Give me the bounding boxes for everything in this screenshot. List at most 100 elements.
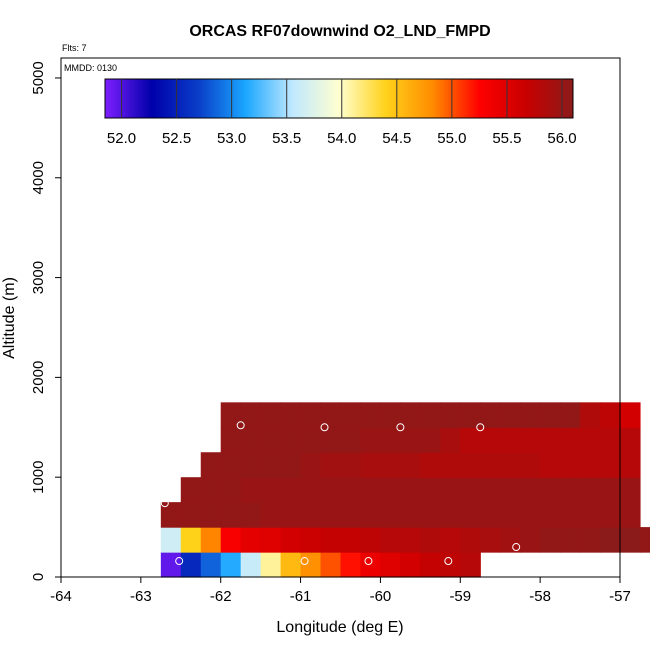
x-tick-label: -60	[370, 588, 392, 605]
heatmap-cell	[480, 402, 501, 428]
chart-title: ORCAS RF07downwind O2_LND_FMPD	[189, 23, 490, 40]
heatmap-cell	[420, 402, 441, 428]
heatmap-cell	[340, 527, 362, 553]
heatmap-cell	[480, 527, 501, 553]
heatmap-cell	[240, 402, 262, 428]
heatmap-cell	[620, 502, 641, 528]
heatmap-cell	[460, 427, 481, 453]
heatmap-cell	[420, 502, 441, 528]
heatmap-cell	[320, 527, 342, 553]
heatmap-cell	[320, 427, 342, 453]
heatmap-cell	[620, 452, 641, 478]
colorbar-ticks: 52.0 52.5 53.0 53.5 54.0 54.5 55.0 55.5 56.0	[107, 79, 577, 147]
heatmap-cell	[240, 427, 262, 453]
heatmap-cell	[200, 502, 222, 528]
x-tick-label: -64	[50, 588, 72, 605]
colorbar: 52.0 52.5 53.0 53.5 54.0 54.5 55.0 55.5 56.0	[104, 78, 577, 147]
heatmap-cell	[520, 452, 541, 478]
colorbar-gradient	[104, 78, 574, 119]
heatmap-cell	[260, 427, 282, 453]
colorbar-tick-label: 52.0	[107, 130, 136, 147]
heatmap-cell	[560, 477, 581, 503]
flight-point	[364, 557, 373, 566]
heatmap-cell	[180, 477, 202, 503]
heatmap-cell	[320, 452, 342, 478]
heatmap-cell	[360, 502, 382, 528]
heatmap-cell	[440, 527, 461, 553]
heatmap-cell	[460, 552, 481, 578]
heatmap-cell	[560, 527, 581, 553]
heatmap-cell	[440, 477, 461, 503]
heatmap-cell	[400, 502, 421, 528]
heatmap-cell	[360, 427, 382, 453]
heatmap-cell	[600, 452, 621, 478]
heatmap-cell	[520, 502, 541, 528]
heatmap-cell	[200, 477, 222, 503]
heatmap-cell	[460, 452, 481, 478]
heatmap-cell	[540, 402, 561, 428]
heatmap-cell	[380, 427, 401, 453]
heatmap-cell	[320, 502, 342, 528]
heatmap-cell	[580, 402, 601, 428]
heatmap-cell	[260, 477, 282, 503]
flight-point	[175, 557, 184, 566]
x-tick-label: -57	[609, 588, 631, 605]
y-tick-label: 2000	[30, 361, 47, 394]
heatmap-cell	[300, 452, 322, 478]
heatmap-cell	[500, 477, 521, 503]
heatmap-cell	[300, 502, 322, 528]
heatmap-cell	[540, 502, 561, 528]
colorbar-tick-label: 54.0	[327, 130, 356, 147]
heatmap-cell	[240, 452, 262, 478]
heatmap-cell	[500, 527, 521, 553]
heatmap-cell	[480, 477, 501, 503]
heatmap-cell	[340, 427, 362, 453]
x-tick-label: -62	[210, 588, 232, 605]
heatmap-cell	[460, 502, 481, 528]
colorbar-tick-label: 53.5	[272, 130, 301, 147]
heatmap-cell	[560, 402, 581, 428]
heatmap-cell	[200, 552, 222, 578]
colorbar-tick-label: 56.0	[547, 130, 576, 147]
heatmap-cell	[380, 527, 401, 553]
heatmap-cell	[540, 477, 561, 503]
heatmap-cell	[500, 502, 521, 528]
heatmap-cell	[600, 402, 621, 428]
heatmap-cell	[440, 552, 461, 578]
colorbar-tick-label: 54.5	[382, 130, 411, 147]
flight-points	[160, 421, 521, 566]
heatmap-cell	[620, 427, 641, 453]
flight-point	[396, 423, 405, 432]
x-tick-label: -59	[449, 588, 471, 605]
mmdd-annotation: MMDD: 0130	[64, 63, 117, 73]
heatmap-cell	[500, 427, 521, 453]
heatmap-cell	[600, 527, 621, 553]
plot-frame	[60, 57, 621, 578]
flight-point	[320, 423, 329, 432]
heatmap-cell	[580, 527, 601, 553]
heatmap-cell	[180, 527, 202, 553]
heatmap-cell	[580, 502, 601, 528]
heatmap-cell	[260, 452, 282, 478]
y-tick-label: 1000	[30, 461, 47, 494]
heatmap-cell	[480, 452, 501, 478]
heatmap-cell	[540, 527, 561, 553]
heatmap-cell	[340, 477, 362, 503]
heatmap-cell	[360, 402, 382, 428]
heatmap-cell	[300, 527, 322, 553]
colorbar-tick-label: 55.0	[437, 130, 466, 147]
heatmap-cell	[480, 502, 501, 528]
heatmap-cell	[280, 427, 302, 453]
heatmap-cell	[240, 527, 262, 553]
heatmap-cell	[360, 452, 382, 478]
heatmap-cell	[280, 527, 302, 553]
y-tick-label: 3000	[30, 261, 47, 294]
colorbar-tick-label: 52.5	[162, 130, 191, 147]
heatmap-cell	[160, 502, 182, 528]
heatmap-cell	[600, 427, 621, 453]
heatmap-cell	[280, 552, 302, 578]
heatmap-cell	[320, 552, 342, 578]
heatmap-cell	[420, 527, 441, 553]
heatmap-cell	[340, 502, 362, 528]
